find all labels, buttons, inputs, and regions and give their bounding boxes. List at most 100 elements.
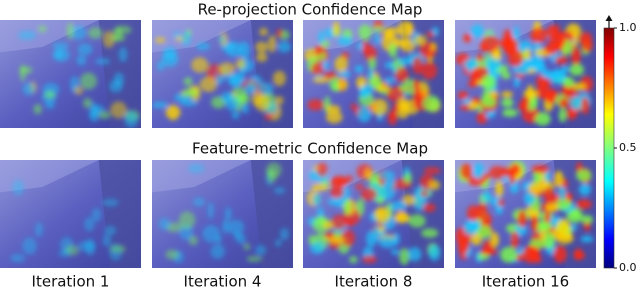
heat-blob: [399, 84, 409, 92]
colorbar-tick-label: 1.0: [619, 21, 637, 34]
heat-blob: [22, 237, 37, 255]
heat-blob: [390, 200, 407, 212]
heat-blob: [325, 110, 343, 124]
heat-blob: [531, 164, 550, 174]
heat-blob: [463, 33, 472, 43]
heat-blob: [166, 222, 183, 233]
heat-blob: [224, 207, 232, 221]
heat-blob: [275, 239, 282, 247]
colorbar: [603, 27, 615, 269]
heat-blob: [473, 162, 485, 180]
heat-blob: [570, 95, 581, 111]
heat-blob: [272, 70, 286, 87]
heat-blob: [580, 215, 594, 224]
heat-blob: [193, 197, 205, 207]
heat-blob: [102, 198, 119, 207]
heat-blob: [277, 41, 292, 53]
heat-blob: [318, 30, 325, 44]
heat-blob: [328, 236, 345, 244]
heat-blob: [463, 220, 478, 236]
heat-blob: [391, 248, 400, 256]
heat-blob: [379, 170, 395, 181]
heat-blob: [331, 214, 346, 230]
heat-blob: [481, 74, 496, 91]
heat-blob: [255, 244, 267, 256]
heat-blob: [554, 170, 564, 188]
image-panel: [455, 160, 596, 268]
heat-blob: [481, 35, 500, 53]
heat-blob: [349, 256, 358, 264]
heat-blob: [502, 108, 518, 117]
heat-blob: [374, 29, 381, 45]
heat-blob: [154, 36, 166, 44]
heat-blob: [257, 82, 274, 95]
image-panel: [0, 160, 141, 268]
heat-blob: [558, 97, 570, 108]
heat-blob: [555, 198, 572, 211]
heat-blob: [406, 22, 414, 36]
heat-blob: [500, 246, 518, 263]
heat-blob: [178, 211, 196, 229]
heat-blob: [245, 81, 257, 94]
heat-blob: [159, 217, 171, 230]
heat-blob: [486, 56, 501, 71]
heat-blob: [421, 228, 439, 238]
heat-blob: [520, 95, 530, 110]
heat-blob: [468, 100, 478, 111]
heat-blob: [390, 111, 397, 120]
heat-blob: [457, 236, 470, 254]
heat-blob: [110, 245, 126, 253]
heat-blob: [58, 250, 71, 257]
heat-blob: [350, 103, 357, 110]
heat-blob: [83, 97, 92, 109]
heat-blob: [308, 234, 316, 246]
heat-blob: [460, 163, 473, 180]
heat-blob: [370, 98, 388, 116]
heat-blob: [523, 89, 539, 97]
heat-blob: [514, 224, 527, 236]
heat-blob: [113, 72, 124, 87]
heat-blob: [52, 42, 70, 50]
heat-blob: [553, 245, 567, 264]
column-label: Iteration 16: [482, 273, 569, 290]
heat-blob: [421, 61, 438, 80]
heat-blob: [183, 77, 193, 86]
heat-blob: [210, 243, 225, 260]
heat-blob: [578, 183, 591, 196]
image-panel: [303, 160, 444, 268]
heat-blob: [152, 101, 169, 109]
image-panel: [0, 20, 141, 128]
heat-blob: [490, 232, 500, 248]
heat-blob: [544, 210, 551, 224]
heat-blob: [312, 76, 330, 84]
heat-blob: [479, 248, 498, 255]
ceiling: [152, 20, 251, 53]
heat-blob: [323, 231, 334, 239]
row-title: Re-projection Confidence Map: [198, 1, 423, 19]
colorbar-arrow-head: [605, 15, 613, 21]
heat-blob: [510, 231, 519, 249]
heat-blob: [361, 40, 369, 55]
heat-blob: [482, 191, 492, 202]
heat-blob: [355, 183, 364, 190]
heat-blob: [457, 91, 469, 100]
ceiling: [0, 160, 99, 193]
heat-blob: [167, 104, 180, 121]
heat-blob: [501, 72, 511, 80]
heat-blob: [471, 24, 484, 38]
heat-blob: [110, 101, 127, 119]
heat-blob: [578, 32, 593, 45]
heat-blob: [543, 88, 560, 104]
heat-blob: [207, 202, 214, 219]
heat-blob: [104, 225, 117, 236]
heat-blob: [398, 57, 413, 65]
heat-blob: [196, 42, 210, 51]
heat-blob: [325, 104, 341, 114]
heat-blob: [383, 28, 394, 41]
heat-blob: [576, 199, 592, 210]
heat-blob: [307, 99, 324, 111]
heat-blob: [522, 245, 540, 264]
heat-blob: [476, 203, 488, 221]
heat-blob: [358, 24, 372, 41]
